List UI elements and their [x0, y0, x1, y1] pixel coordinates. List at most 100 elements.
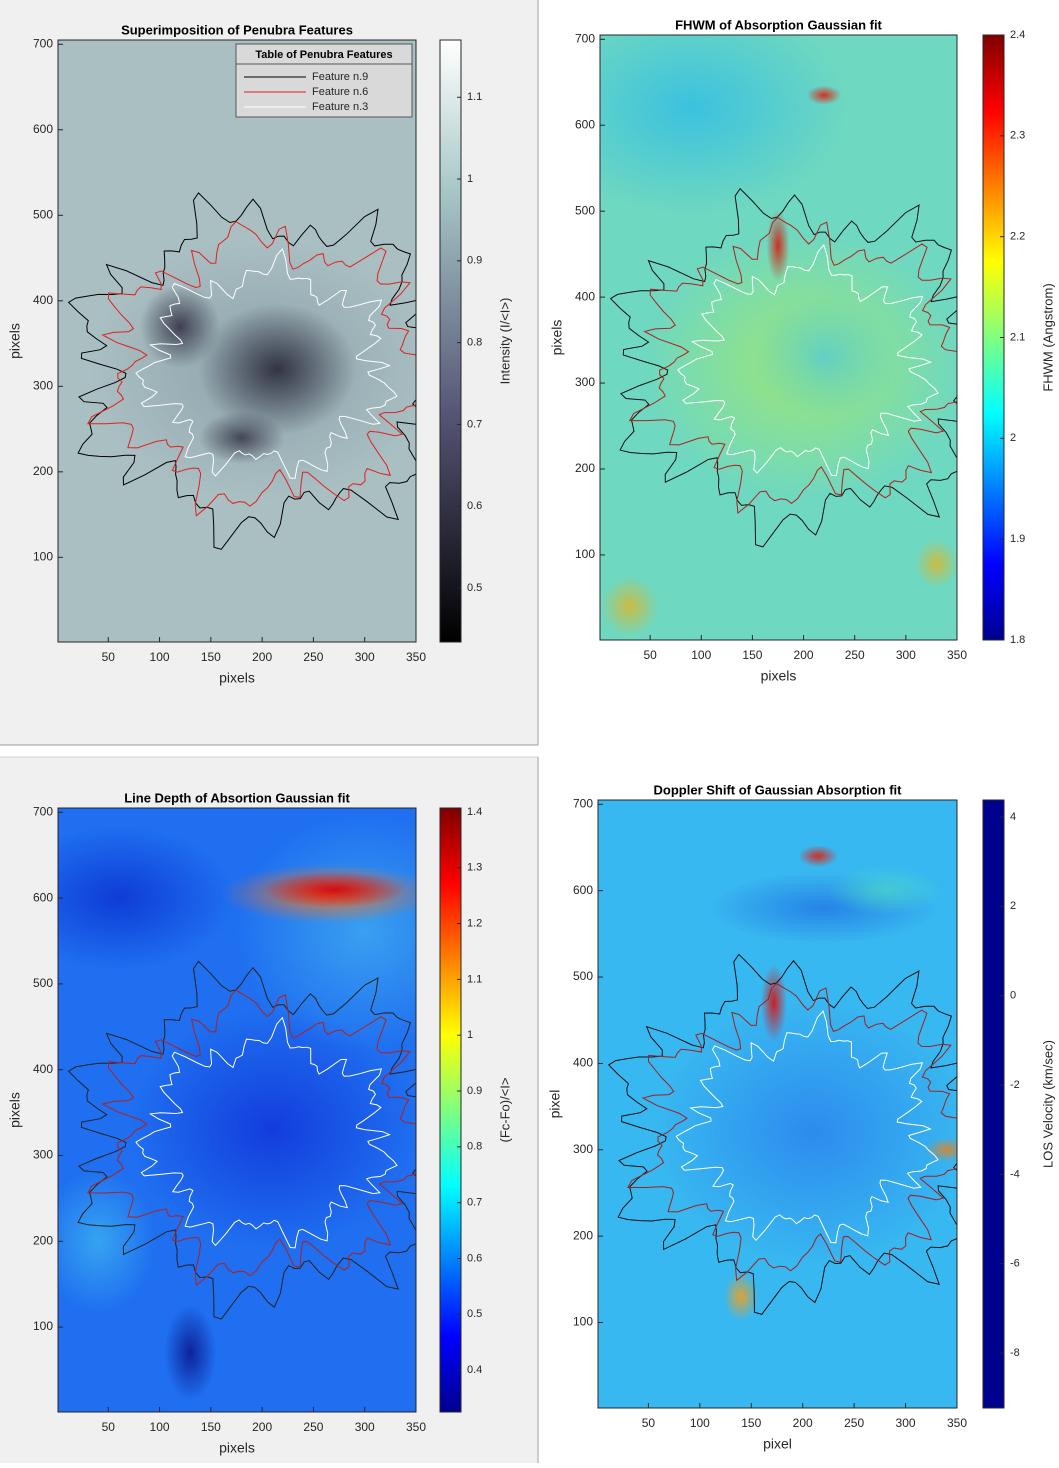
colorbar-tick-label: 0.8 [467, 337, 482, 349]
y-tick-label: 700 [573, 796, 593, 810]
x-tick-label: 350 [947, 648, 967, 662]
colorbar-tick-label: 2.1 [1010, 331, 1025, 343]
x-tick-label: 300 [355, 650, 375, 664]
colorbar-tick-label: 1.1 [467, 973, 482, 985]
y-tick-label: 600 [33, 122, 53, 136]
image-feature [655, 1000, 972, 1266]
subplot: 50 100 150 200 250 300 350 100 200 300 400 500 600 70… [547, 782, 1056, 1451]
y-tick-label: 100 [33, 1319, 53, 1333]
colorbar-tick-label: 0.5 [467, 582, 482, 594]
colorbar-tick-label: 2.2 [1010, 231, 1025, 243]
y-tick-label: 100 [33, 550, 53, 564]
y-tick-label: 600 [575, 117, 595, 131]
x-axis-label: pixels [219, 670, 255, 686]
colorbar-tick-label: 2 [1010, 900, 1016, 912]
x-tick-label: 50 [642, 1416, 656, 1430]
y-tick-label: 400 [573, 1056, 593, 1070]
image [534, 0, 1018, 640]
x-tick-label: 250 [844, 1416, 864, 1430]
y-tick-label: 400 [33, 1062, 53, 1076]
y-tick-label: 100 [573, 1315, 593, 1329]
y-tick-label: 300 [575, 375, 595, 389]
y-axis-label: pixel [547, 1090, 563, 1119]
legend: Table of Penubra Features Feature n.9 Fea… [236, 44, 412, 117]
colorbar-tick-label: 0.8 [467, 1141, 482, 1153]
chart-title: Line Depth of Absortion Gaussian fit [124, 790, 350, 805]
x-tick-label: 200 [793, 1416, 813, 1430]
colorbar-tick-label: 1 [467, 1029, 473, 1041]
chart-title: Superimposition of Penubra Features [121, 22, 353, 37]
image [58, 40, 476, 642]
x-tick-label: 100 [690, 1416, 710, 1430]
x-tick-label: 100 [150, 1420, 170, 1434]
y-tick-label: 200 [573, 1228, 593, 1242]
x-tick-label: 250 [845, 648, 865, 662]
x-tick-label: 50 [643, 648, 657, 662]
colorbar-tick-label: 0.9 [467, 255, 482, 267]
colorbar-tick-label: -2 [1010, 1079, 1020, 1091]
image-feature [262, 871, 406, 907]
colorbar-tick-label: -8 [1010, 1347, 1020, 1359]
image-feature [752, 297, 895, 417]
figure-window: 5010015020025030035010020030040050060070… [0, 0, 1059, 1463]
colorbar-tick-label: 1.4 [467, 806, 482, 818]
x-tick-label: 350 [947, 1416, 967, 1430]
y-tick-label: 300 [573, 1142, 593, 1156]
y-tick-label: 400 [33, 293, 53, 307]
image-feature [798, 845, 838, 867]
y-axis-label: pixels [7, 323, 23, 359]
x-tick-label: 350 [406, 650, 426, 664]
colorbar-tick-label: 1 [467, 173, 473, 185]
x-tick-label: 150 [741, 1416, 761, 1430]
chart-title: Doppler Shift of Gaussian Absorption fit [654, 782, 903, 797]
colorbar-tick-label: 0.6 [467, 500, 482, 512]
image [598, 800, 1017, 1408]
y-tick-label: 700 [33, 804, 53, 818]
y-tick-label: 300 [33, 1148, 53, 1162]
colorbar-tick-label: 0 [1010, 990, 1016, 1002]
image-feature [807, 86, 841, 105]
y-axis-label: pixels [7, 1092, 23, 1128]
legend-label: Feature n.9 [312, 71, 368, 83]
colorbar-tick-label: 2.4 [1010, 29, 1025, 41]
image-feature [925, 1138, 968, 1162]
subplot: 5010015020025030035010020030040050060070… [534, 0, 1056, 684]
colorbar-tick-label: 4 [1010, 811, 1016, 823]
colorbar-tick-label: 0.4 [467, 1364, 482, 1376]
x-tick-label: 200 [252, 1420, 272, 1434]
colorbar-tick-label: 0.9 [467, 1085, 482, 1097]
x-tick-label: 200 [252, 650, 272, 664]
colorbar-tick-label: 2 [1010, 432, 1016, 444]
y-tick-label: 500 [575, 203, 595, 217]
colorbar-tick-label: 1.8 [1010, 634, 1025, 646]
x-axis-label: pixels [219, 1440, 255, 1456]
colorbar-label: LOS Velocity (km/sec) [1040, 1040, 1055, 1168]
legend-label: Feature n.3 [312, 101, 368, 113]
x-tick-label: 100 [691, 648, 711, 662]
image-feature [601, 576, 658, 636]
y-tick-label: 200 [575, 461, 595, 475]
colorbar-tick-label: 0.7 [467, 1197, 482, 1209]
colorbar-label: (Fc-Fo)/<I> [497, 1077, 512, 1142]
x-axis-label: pixels [761, 668, 797, 684]
legend-label: Feature n.6 [312, 86, 368, 98]
colorbar-tick-label: -6 [1010, 1258, 1020, 1270]
colorbar [983, 800, 1004, 1408]
colorbar-label: Intensity (I/<I>) [497, 298, 512, 385]
x-tick-label: 300 [896, 1416, 916, 1430]
chart-title: FHWM of Absorption Gaussian fit [675, 17, 882, 32]
colorbar-tick-label: 2.3 [1010, 130, 1025, 142]
colorbar [440, 808, 461, 1412]
x-tick-label: 50 [102, 1420, 116, 1434]
y-tick-label: 500 [33, 976, 53, 990]
x-tick-label: 300 [355, 1420, 375, 1434]
y-tick-label: 500 [573, 969, 593, 983]
y-tick-label: 600 [573, 883, 593, 897]
x-tick-label: 100 [150, 650, 170, 664]
legend-title: Table of Penubra Features [255, 49, 392, 61]
colorbar [440, 40, 461, 642]
x-tick-label: 150 [201, 650, 221, 664]
colorbar-tick-label: 0.6 [467, 1252, 482, 1264]
image-feature [164, 1305, 216, 1401]
y-tick-label: 500 [33, 207, 53, 221]
